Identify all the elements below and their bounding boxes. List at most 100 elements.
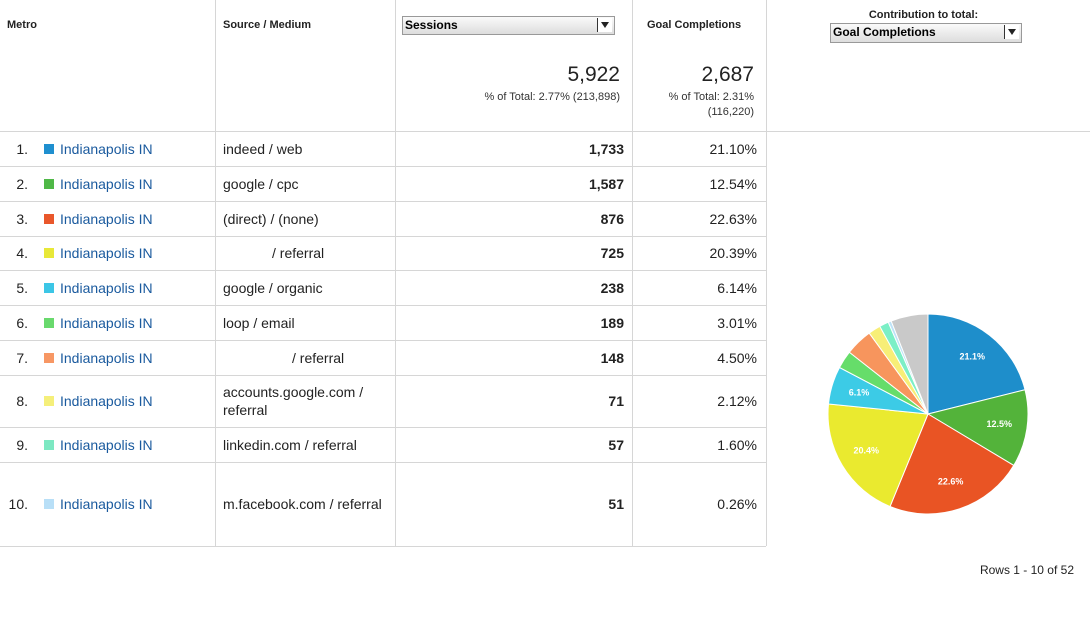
row-index: 5.	[16, 279, 28, 296]
row-index: 1.	[16, 140, 28, 157]
sessions-value: 876	[600, 210, 624, 227]
source-medium: m.facebook.com / referral	[223, 496, 382, 512]
row-index: 10.	[8, 496, 28, 512]
row-index: 6.	[16, 314, 28, 331]
row-divider	[0, 340, 766, 341]
sessions-select[interactable]: Sessions	[402, 16, 615, 35]
color-swatch	[44, 248, 54, 258]
slice-label: 6.1%	[849, 388, 870, 398]
source-medium: google / cpc	[223, 175, 299, 192]
row-divider	[0, 375, 766, 376]
sessions-value: 1,733	[588, 140, 624, 157]
metro-link[interactable]: Indianapolis IN	[60, 140, 153, 157]
pagination: Rows 1 - 10 of 52	[979, 563, 1074, 577]
goal-rate: 12.54%	[709, 175, 757, 192]
row-divider	[0, 236, 766, 237]
metro-link[interactable]: Indianapolis IN	[60, 175, 153, 192]
pie-slice	[889, 413, 1015, 515]
row-divider	[0, 166, 766, 167]
color-swatch	[44, 439, 54, 450]
metro-link[interactable]: Indianapolis IN	[60, 436, 153, 453]
sessions-value: 725	[600, 245, 624, 261]
sessions-value: 57	[608, 436, 624, 453]
goal-rate: 22.63%	[709, 210, 757, 227]
sessions-select-text: Sessions	[405, 18, 458, 32]
metro-link[interactable]: Indianapolis IN	[60, 393, 153, 409]
goals-total-note: (116,220)	[707, 106, 754, 118]
metro-link[interactable]: Indianapolis IN	[60, 210, 153, 227]
source-medium: / referral	[292, 349, 345, 366]
sessions-value: 238	[600, 279, 624, 296]
row-index: 3.	[16, 210, 28, 227]
row-index: 2.	[16, 175, 28, 192]
color-swatch	[44, 352, 54, 363]
goal-rate: 3.01%	[717, 314, 757, 331]
contribution-label: Contribution to total:	[868, 9, 979, 21]
slice-label: 22.6%	[938, 477, 964, 487]
dropdown-arrow	[597, 18, 612, 32]
column-divider	[395, 0, 396, 546]
color-swatch	[44, 396, 54, 406]
row-divider	[0, 546, 766, 547]
metro-header: Metro	[7, 19, 37, 31]
slice-label: 12.5%	[986, 419, 1012, 429]
pie-slice	[926, 389, 1029, 467]
metro-link[interactable]: Indianapolis IN	[60, 245, 153, 261]
metro-link[interactable]: Indianapolis IN	[60, 314, 153, 331]
sessions-value: 148	[600, 349, 624, 366]
goal-rate: 2.12%	[717, 393, 757, 409]
column-divider	[766, 0, 767, 546]
row-divider	[0, 201, 766, 202]
row-index: 4.	[16, 245, 28, 261]
pie-slice	[890, 313, 929, 415]
sessions-value: 1,587	[588, 175, 624, 192]
contribution-select-text: Goal Completions	[833, 25, 936, 39]
row-divider	[0, 270, 766, 271]
column-divider	[215, 0, 216, 546]
goals-header: Goal Completions	[647, 19, 742, 31]
pie-slice	[927, 313, 1026, 415]
goal-rate: 0.26%	[717, 496, 757, 512]
row-index: 8.	[16, 393, 28, 409]
goal-rate: 4.50%	[717, 349, 757, 366]
source-medium: linkedin.com / referral	[223, 436, 357, 453]
goal-rate: 21.10%	[709, 140, 757, 157]
goals-total-note: % of Total: 2.31%	[668, 91, 754, 103]
source-medium: google / organic	[223, 279, 323, 296]
row-index: 9.	[16, 436, 28, 453]
contribution-select[interactable]: Goal Completions	[830, 23, 1022, 43]
source-medium: / referral	[272, 245, 325, 261]
color-swatch	[44, 213, 54, 224]
row-divider	[0, 131, 1090, 132]
source-medium: indeed / web	[223, 140, 303, 157]
metro-link[interactable]: Indianapolis IN	[60, 496, 153, 512]
goal-rate: 6.14%	[717, 279, 757, 296]
pie-slice	[827, 403, 929, 508]
goals-total: 2,687	[701, 63, 754, 86]
row-divider	[0, 462, 766, 463]
color-swatch	[44, 143, 54, 154]
source-medium: loop / email	[223, 314, 295, 331]
sessions-value: 189	[600, 314, 624, 331]
pie-chart: 21.1% 12.5% 22.6% 20.4% 6.1%	[827, 313, 1029, 515]
goal-rate: 20.39%	[709, 245, 757, 261]
color-swatch	[44, 317, 54, 328]
slice-label: 20.4%	[853, 445, 879, 455]
slice-label: 21.1%	[960, 352, 986, 362]
dropdown-arrow	[1004, 25, 1019, 39]
row-divider	[0, 427, 766, 428]
goal-rate: 1.60%	[717, 436, 757, 453]
row-divider	[0, 305, 766, 306]
source-header: Source / Medium	[223, 19, 312, 31]
metro-link[interactable]: Indianapolis IN	[60, 279, 153, 296]
color-swatch	[44, 282, 54, 293]
source-medium: accounts.google.com / referral	[223, 384, 364, 418]
row-index: 7.	[16, 349, 28, 366]
source-medium: (direct) / (none)	[223, 210, 319, 227]
color-swatch	[44, 499, 54, 509]
color-swatch	[44, 178, 54, 189]
metro-link[interactable]: Indianapolis IN	[60, 349, 153, 366]
sessions-value: 51	[608, 496, 624, 512]
sessions-total-note: % of Total: 2.77% (213,898)	[484, 91, 620, 103]
